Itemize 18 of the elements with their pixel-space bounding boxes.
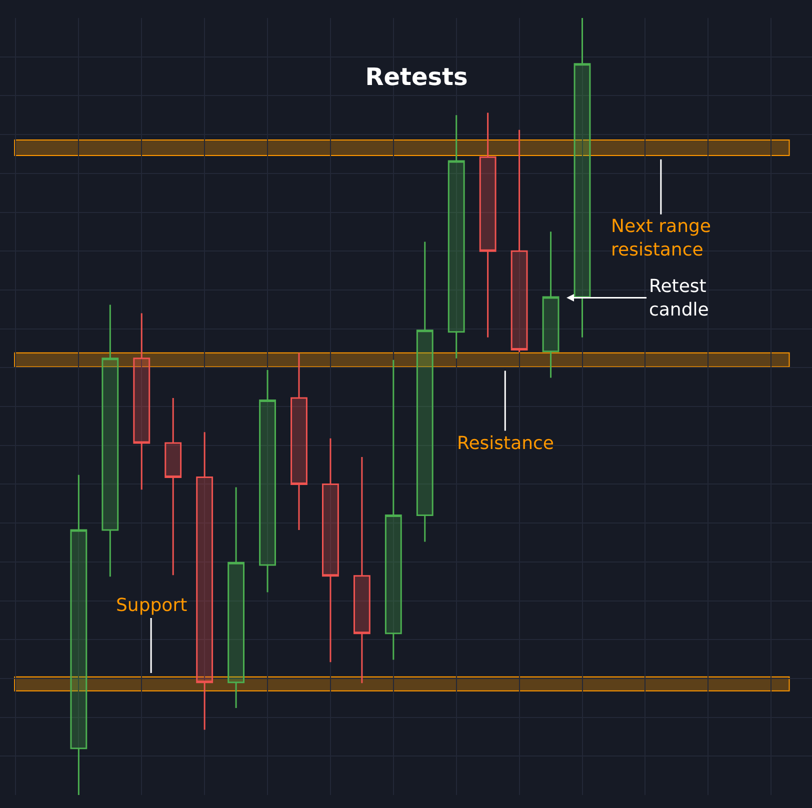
candlestick (542, 230, 560, 378)
text: Retest candle (649, 276, 709, 320)
candlestick (133, 312, 150, 490)
candlestick (416, 241, 434, 542)
candlestick (448, 114, 465, 360)
band-label: Support (116, 595, 188, 616)
candlestick (259, 369, 276, 593)
candlestick (322, 438, 339, 663)
text: Retests (365, 63, 468, 92)
candlestick (353, 456, 370, 684)
candlestick (510, 129, 528, 353)
band-label: Resistance (457, 433, 554, 454)
candlestick (228, 486, 245, 709)
candlestick (290, 352, 308, 531)
band-label: Next range resistance (611, 216, 711, 260)
candlestick (102, 304, 119, 578)
candlestick (479, 112, 496, 338)
candlestick (164, 397, 182, 576)
